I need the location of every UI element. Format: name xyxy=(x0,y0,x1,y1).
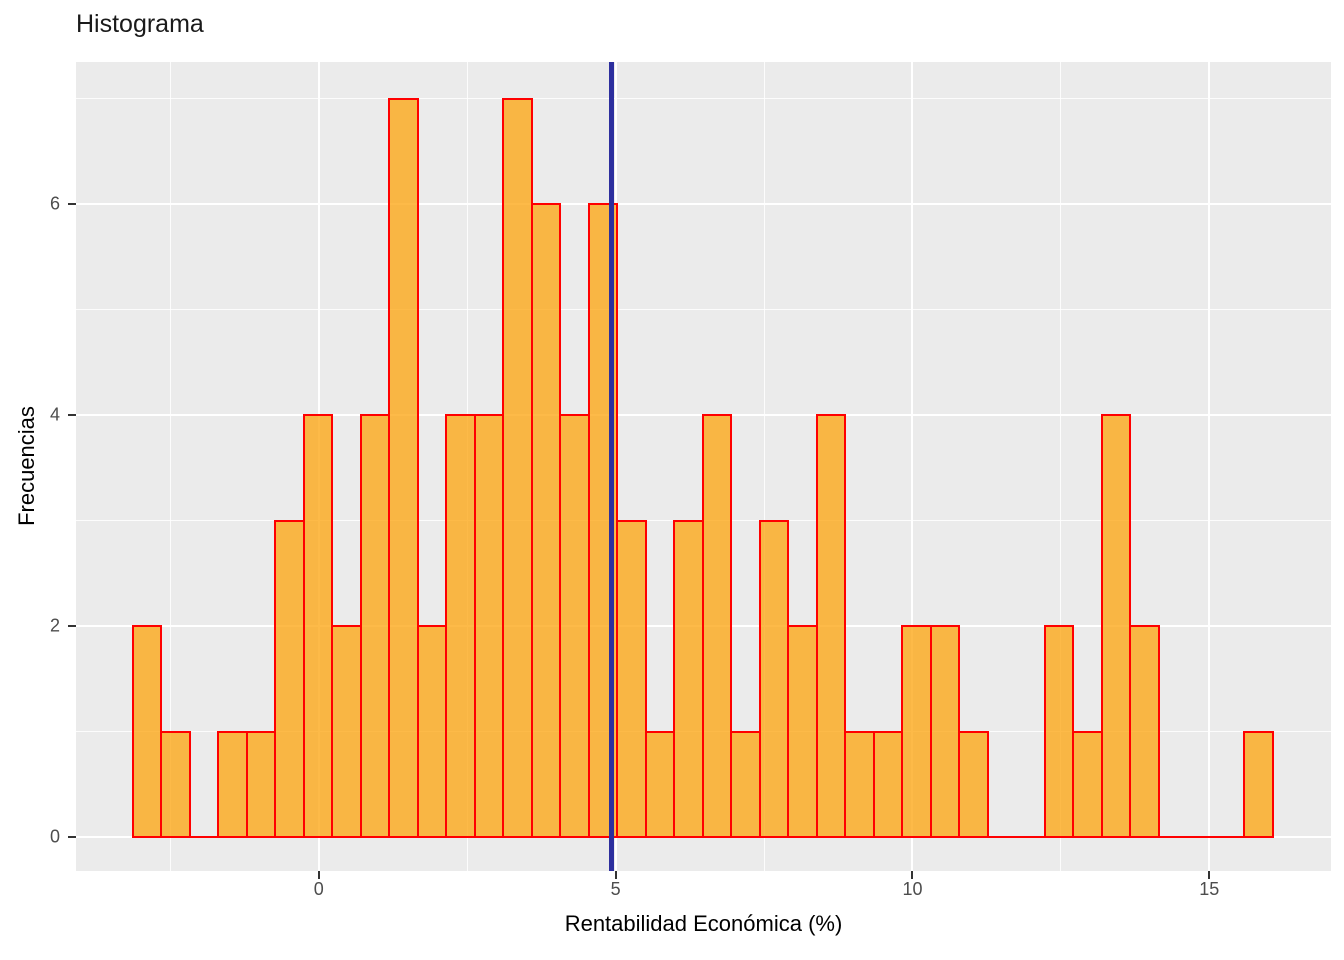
y-tick-label: 2 xyxy=(49,615,60,636)
histogram-bar xyxy=(1243,730,1274,839)
histogram-bar xyxy=(1072,730,1103,839)
histogram-bar xyxy=(274,519,305,839)
histogram-bar xyxy=(416,625,448,839)
grid-major-x xyxy=(1208,62,1211,871)
histogram-bar xyxy=(872,730,904,839)
histogram-bar xyxy=(1129,625,1160,839)
histogram-bar xyxy=(302,414,334,839)
y-tick-mark xyxy=(68,414,76,417)
grid-minor-x xyxy=(169,62,171,871)
histogram-bar xyxy=(730,730,761,839)
x-tick-label: 0 xyxy=(313,879,324,899)
histogram-bar xyxy=(160,730,191,839)
histogram-bar xyxy=(131,625,163,839)
histogram-bar xyxy=(958,730,989,839)
histogram-bar xyxy=(245,730,277,839)
y-tick-mark xyxy=(68,625,76,628)
histogram-bar xyxy=(901,625,932,839)
y-tick-label: 6 xyxy=(49,193,60,214)
grid-major-y xyxy=(76,203,1331,206)
histogram-bar xyxy=(473,414,505,839)
grid-minor-x xyxy=(763,62,765,871)
grid-minor-y xyxy=(76,98,1331,100)
y-tick-mark xyxy=(68,203,76,206)
histogram-bar xyxy=(530,203,562,839)
y-tick-label: 0 xyxy=(49,826,60,847)
grid-minor-y xyxy=(76,309,1331,311)
y-axis-title: Frecuencias xyxy=(14,406,39,526)
histogram-bar xyxy=(217,730,248,839)
x-tick-mark xyxy=(317,871,320,879)
histogram-bar xyxy=(673,519,704,839)
y-tick-mark xyxy=(68,836,76,839)
x-tick-label: 15 xyxy=(1199,879,1220,899)
histogram-bar xyxy=(701,414,733,839)
histogram-bar xyxy=(929,625,961,839)
histogram-bar xyxy=(1100,414,1132,839)
histogram-bar xyxy=(1043,625,1075,839)
histogram-bar xyxy=(445,414,476,839)
histogram-bar xyxy=(758,519,790,839)
x-tick-label: 10 xyxy=(902,879,923,899)
x-tick-mark xyxy=(911,871,914,879)
histogram-bar xyxy=(815,414,847,839)
y-tick-label: 4 xyxy=(49,404,60,425)
x-tick-label: 5 xyxy=(610,879,621,899)
plot-title: Histograma xyxy=(76,10,204,38)
x-axis-title: Rentabilidad Económica (%) xyxy=(564,911,843,936)
grid-minor-x xyxy=(1060,62,1062,871)
histogram-bar xyxy=(559,414,590,839)
histogram-bar xyxy=(388,97,419,839)
histogram-bar xyxy=(502,97,533,839)
histogram-bar xyxy=(787,625,818,839)
histogram-bar xyxy=(616,519,647,839)
histogram-bar xyxy=(844,730,875,839)
mean-vline xyxy=(608,62,614,871)
x-tick-mark xyxy=(614,871,617,879)
grid-major-x xyxy=(911,62,914,871)
histogram-bar xyxy=(644,730,676,839)
histogram-bar xyxy=(331,625,362,839)
plot-panel xyxy=(76,62,1331,871)
histogram-bar xyxy=(359,414,391,839)
x-tick-mark xyxy=(1208,871,1211,879)
